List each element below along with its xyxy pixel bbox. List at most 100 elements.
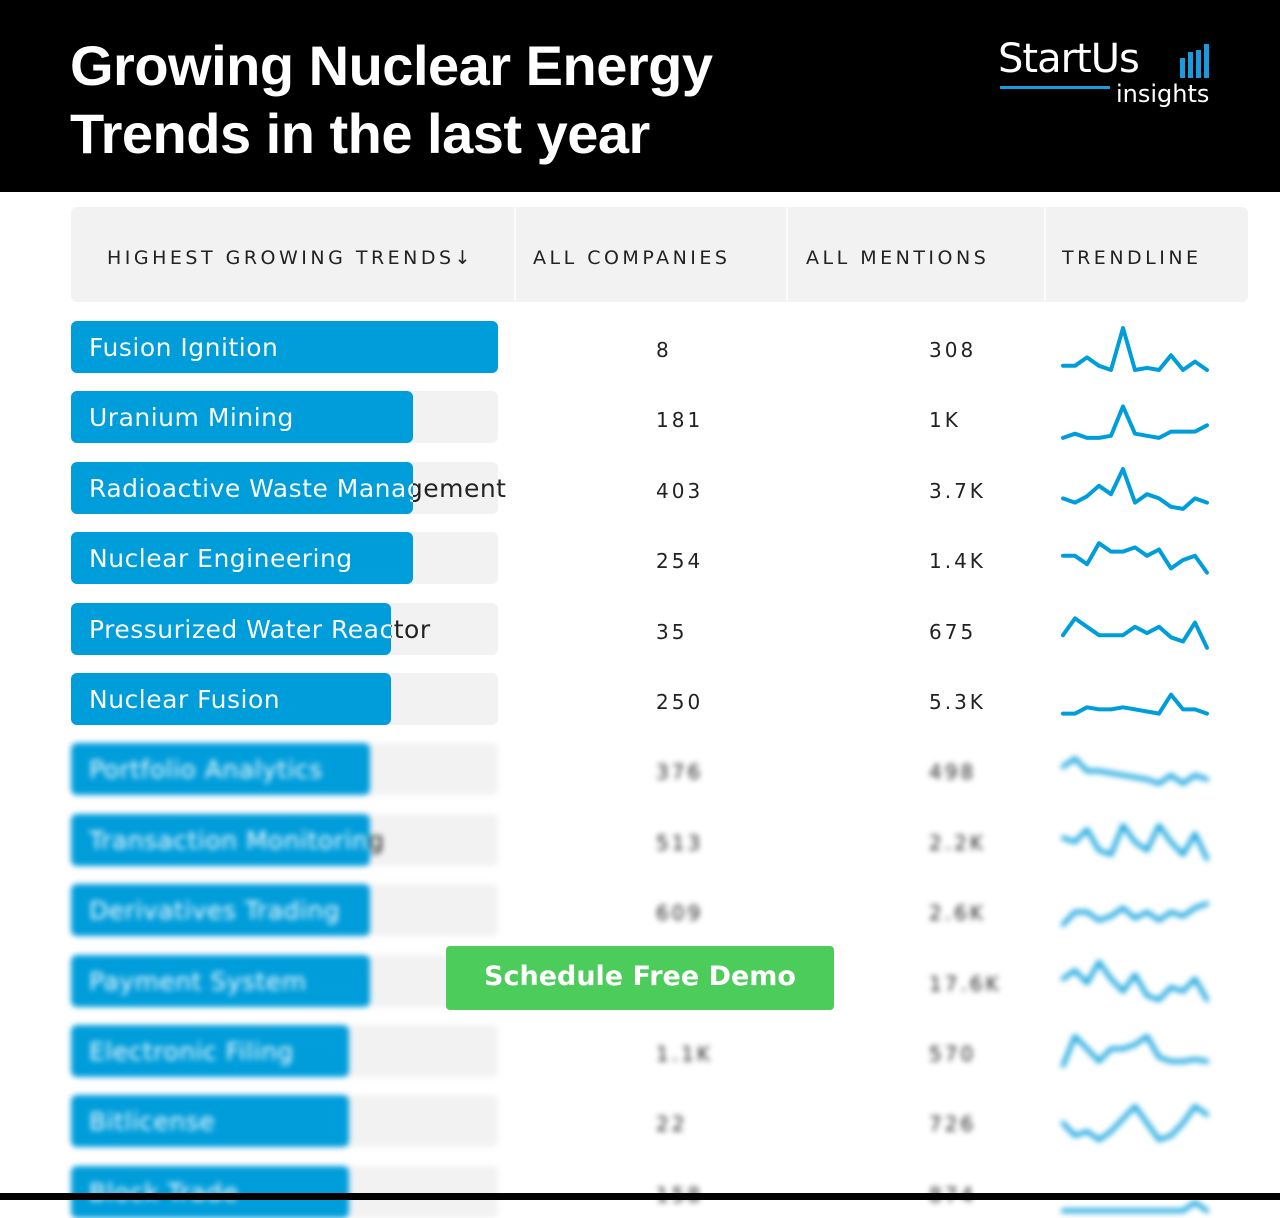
logo-bars-icon (1180, 44, 1209, 78)
trendline-path (1061, 326, 1209, 372)
trendline-sparkline (1061, 326, 1209, 372)
mentions-count: 1K (929, 408, 961, 433)
table-row[interactable]: Payment System 17.6K (0, 954, 1280, 1007)
trendline-path (1061, 1104, 1209, 1143)
table-row[interactable]: Portfolio Analytics 376 498 (0, 743, 1280, 796)
logo-brand: StartUs (998, 36, 1140, 82)
trend-name: Derivatives Trading (89, 896, 341, 926)
trendline-sparkline (1061, 466, 1209, 511)
trend-bar[interactable] (71, 884, 370, 937)
companies-count: 254 (656, 549, 704, 574)
trendline-path (1061, 901, 1209, 927)
trend-bar[interactable] (71, 743, 370, 796)
companies-count: 22 (656, 1112, 688, 1137)
mentions-count: 570 (929, 1042, 977, 1066)
trend-name: Radioactive Waste Management (89, 473, 507, 503)
trendline-path (1061, 822, 1209, 861)
trend-bar[interactable] (71, 602, 391, 655)
mentions-count: 498 (929, 760, 977, 785)
trendline-sparkline (1061, 901, 1209, 927)
trend-name: Fusion Ignition (89, 333, 279, 362)
header-trends[interactable]: HIGHEST GROWING TRENDS↓ (107, 247, 471, 269)
trend-bar[interactable] (71, 954, 370, 1007)
column-divider (514, 207, 516, 302)
trend-name: Transaction Monitoring (89, 825, 385, 855)
table-row[interactable]: Radioactive Waste Management 403 3.7K (0, 461, 1280, 514)
mentions-count: 675 (929, 619, 977, 644)
trend-bar[interactable] (71, 1025, 349, 1077)
mentions-count: 3.7K (929, 478, 986, 503)
trendline-sparkline (1061, 822, 1209, 861)
mentions-count: 726 (929, 1112, 977, 1137)
table-row[interactable]: Uranium Mining 181 1K (0, 391, 1280, 444)
trend-bar[interactable] (71, 813, 370, 866)
title-banner: Growing Nuclear Energy Trends in the las… (0, 0, 1280, 192)
bottom-bar (0, 1193, 1280, 1200)
trend-bar[interactable] (71, 1095, 349, 1148)
table-row[interactable]: Pressurized Water Reactor 35 675 (0, 602, 1280, 655)
column-divider (1044, 207, 1046, 302)
trendline-path (1061, 404, 1209, 441)
title-line-1: Growing Nuclear Energy (70, 34, 713, 97)
logo-underline (1000, 86, 1110, 89)
companies-count: 250 (656, 690, 704, 714)
mentions-count: 5.3K (929, 690, 986, 714)
trendline-sparkline (1061, 959, 1209, 1002)
trend-bar[interactable] (71, 321, 498, 373)
table-row[interactable]: Transaction Monitoring 513 2.2K (0, 813, 1280, 866)
trend-name: Portfolio Analytics (89, 755, 323, 785)
header-mentions[interactable]: ALL MENTIONS (806, 247, 990, 269)
companies-count: 376 (656, 760, 704, 785)
startus-insights-logo: StartUs insights (998, 36, 1213, 112)
table-header: HIGHEST GROWING TRENDS↓ ALL COMPANIES AL… (71, 207, 1248, 302)
table-row[interactable]: Fusion Ignition 8 308 (0, 321, 1280, 373)
companies-count: 35 (656, 619, 688, 644)
trendline-sparkline (1061, 1034, 1209, 1068)
column-divider (786, 207, 788, 302)
companies-count: 8 (656, 338, 672, 362)
table-row[interactable]: Bitlicense 22 726 (0, 1095, 1280, 1148)
trendline-sparkline (1061, 692, 1209, 716)
trend-bar[interactable] (71, 532, 413, 585)
header-trendline: TRENDLINE (1062, 247, 1202, 269)
trendline-path (1061, 1200, 1209, 1213)
companies-count: 181 (656, 408, 704, 433)
trendline-sparkline (1061, 404, 1209, 441)
logo-sub: insights (1116, 80, 1210, 108)
trendline-sparkline (1061, 541, 1209, 575)
mentions-count: 17.6K (929, 971, 1002, 996)
page-title: Growing Nuclear Energy Trends in the las… (70, 32, 870, 168)
trendline-path (1061, 959, 1209, 1002)
trendline-path (1061, 541, 1209, 575)
companies-count: 513 (656, 830, 704, 855)
mentions-count: 308 (929, 338, 977, 362)
header-companies[interactable]: ALL COMPANIES (533, 247, 731, 269)
table-row[interactable]: Nuclear Engineering 254 1.4K (0, 532, 1280, 585)
trend-name: Payment System (89, 966, 307, 996)
mentions-count: 2.6K (929, 901, 986, 926)
trendline-path (1061, 1034, 1209, 1068)
trend-bar[interactable] (71, 461, 413, 514)
title-line-2: Trends in the last year (70, 102, 650, 165)
table-row[interactable]: Block Trade158874 (0, 1165, 1280, 1218)
trend-name: Uranium Mining (89, 403, 294, 433)
trend-bar[interactable] (71, 673, 391, 725)
table-row[interactable]: Nuclear Fusion 250 5.3K (0, 673, 1280, 725)
table-row[interactable]: Derivatives Trading 609 2.6K (0, 884, 1280, 937)
trendline-path (1061, 615, 1209, 650)
trend-bar[interactable] (71, 391, 413, 444)
schedule-demo-button[interactable]: Schedule Free Demo (446, 946, 834, 1010)
trend-name: Nuclear Fusion (89, 685, 281, 714)
trendline-path (1061, 692, 1209, 716)
trend-name: Bitlicense (89, 1107, 216, 1137)
companies-count: 403 (656, 478, 704, 503)
table-row[interactable]: Electronic Filing 1.1K 570 (0, 1025, 1280, 1077)
trendline-sparkline (1061, 1104, 1209, 1143)
mentions-count: 1.4K (929, 549, 986, 574)
arrow-down-icon: ↓ (454, 247, 471, 269)
mentions-count: 2.2K (929, 830, 986, 855)
header-trends-label: HIGHEST GROWING TRENDS (107, 247, 455, 269)
trendline-path (1061, 756, 1209, 786)
companies-count: 609 (656, 901, 704, 926)
companies-count: 1.1K (656, 1042, 713, 1066)
